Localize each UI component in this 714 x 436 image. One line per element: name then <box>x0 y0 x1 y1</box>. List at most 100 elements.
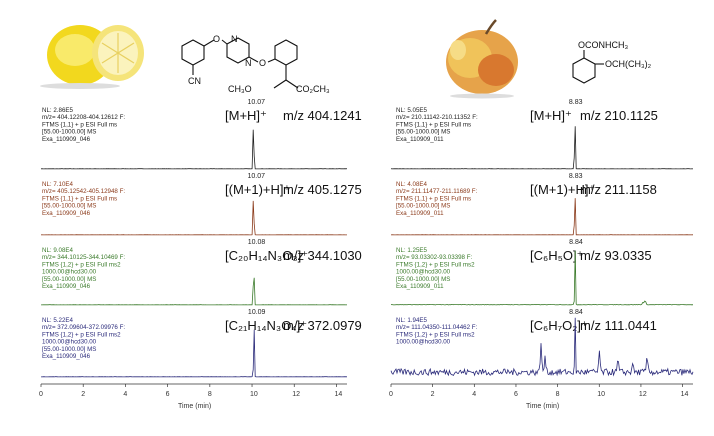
ion-label: [C₆H₇O₂]⁺ <box>530 318 588 333</box>
chromatogram-trace <box>41 277 348 306</box>
trace-info-line: m/z= 372.09604-372.09976 F: <box>42 324 125 331</box>
x-tick-label: 6 <box>514 391 518 398</box>
peak-rt-label: 10.07 <box>248 99 266 106</box>
trace-info-line: NL: 5.22E4 <box>42 317 74 324</box>
trace-info-line: FTMS {1,2} + p ESI Full ms2 <box>42 331 121 338</box>
trace-info-line: FTMS {1,1} + p ESI Full ms <box>42 195 117 202</box>
trace-info-line: [55.00-1000.00] MS <box>42 346 96 353</box>
svg-text:N: N <box>231 34 238 44</box>
x-tick-label: 12 <box>639 391 647 398</box>
svg-text:O: O <box>259 58 266 68</box>
trace-info-line: [55.00-1000.00] MS <box>396 203 450 210</box>
trace-info-line: m/z= 111.04350-111.04462 F: <box>396 324 478 331</box>
trace-info-line: [55.00-1000.00] MS <box>396 276 450 283</box>
x-tick-label: 4 <box>123 391 127 398</box>
chromatogram-trace <box>390 198 693 236</box>
peak-rt-label: 8.83 <box>569 173 583 180</box>
trace-info-line: NL: 4.08E4 <box>396 181 428 188</box>
x-tick-label: 10 <box>597 391 605 398</box>
trace-info-line: FTMS {1,2} + p ESI Full ms2 <box>42 261 121 268</box>
mz-label: m/z 211.1158 <box>580 182 657 197</box>
chromatogram-trace <box>390 126 694 170</box>
co2ch3-label: CO₂CH₃ <box>296 84 330 94</box>
trace-info-line: Exa_110909_011 <box>396 136 444 143</box>
trace-info-line: 1000.00@hcd30.00 <box>42 269 97 276</box>
mz-label: m/z 405.1275 <box>283 182 362 197</box>
svg-text:O: O <box>213 34 220 44</box>
ion-label: [M+H]⁺ <box>225 108 267 123</box>
x-tick-label: 14 <box>334 391 342 398</box>
trace-info-line: NL: 1.25E5 <box>396 247 428 254</box>
trace-info-line: FTMS {1,2} + p ESI Full ms2 <box>396 261 475 268</box>
trace-info-line: [55.00-1000.00] MS <box>42 129 96 136</box>
lemon-image <box>40 25 144 89</box>
x-tick-label: 4 <box>472 391 476 398</box>
propoxur-structure: OCONHCH₃ OCH(CH₃)₂ <box>572 40 652 84</box>
mz-label: m/z 111.0441 <box>580 318 657 333</box>
x-tick-label: 2 <box>81 391 85 398</box>
trace-info-line: Exa_110909_046 <box>42 136 91 143</box>
chromatogram-trace <box>40 200 347 236</box>
trace-info-line: m/z= 404.12208-404.12612 F: <box>42 114 125 121</box>
chromatogram-trace <box>41 329 347 378</box>
chromatogram-trace <box>40 129 348 170</box>
x-tick-label: 14 <box>681 391 689 398</box>
peak-rt-label: 8.84 <box>569 309 583 316</box>
trace-info-line: m/z= 210.11142-210.11352 F: <box>396 114 478 121</box>
mz-label: m/z 93.0335 <box>580 248 652 263</box>
cn-label: CN <box>188 76 201 86</box>
ion-label: [C₂₀H₁₄N₃O₃]⁺ <box>225 248 308 263</box>
och-label: OCH(CH₃)₂ <box>605 59 652 69</box>
trace-info-line: m/z= 405.12542-405.12948 F: <box>42 188 125 195</box>
trace-info-line: [55.00-1000.00] MS <box>396 129 450 136</box>
peak-rt-label: 10.08 <box>248 239 266 246</box>
trace-info-line: NL: 1.94E5 <box>396 317 428 324</box>
trace-info-line: [55.00-1000.00] MS <box>42 276 96 283</box>
trace-info-line: FTMS {1,1} + p ESI Full ms <box>396 195 471 202</box>
ion-label: [C₆H₅O]⁺ <box>530 248 583 263</box>
x-tick-label: 0 <box>39 391 43 398</box>
x-tick-label: 0 <box>389 391 393 398</box>
mz-label: m/z 210.1125 <box>580 108 658 123</box>
trace-info-line: FTMS {1,1} + p ESI Full ms <box>42 121 117 128</box>
ion-label: [(M+1)+H]⁺ <box>530 182 595 197</box>
trace-info-line: 1000.00@hcd30.00 <box>42 339 97 346</box>
apple-image <box>446 19 518 99</box>
peak-rt-label: 8.83 <box>569 99 583 106</box>
trace-info-line: m/z= 344.10125-344.10469 F: <box>42 254 125 261</box>
trace-info-line: m/z= 93.03302-93.03398 F: <box>396 254 472 261</box>
chromatogram-trace <box>390 250 694 306</box>
x-tick-label: 2 <box>431 391 435 398</box>
trace-info-line: NL: 2.86E5 <box>42 107 74 114</box>
x-tick-label: 6 <box>166 391 170 398</box>
trace-info-line: NL: 7.10E4 <box>42 181 74 188</box>
trace-info-line: [55.00-1000.00] MS <box>42 203 96 210</box>
x-tick-label: 8 <box>556 391 560 398</box>
oconhch3-label: OCONHCH₃ <box>578 40 628 50</box>
trace-info-line: FTMS {1,2} + p ESI Full ms2 <box>396 331 475 338</box>
ion-label: [C₂₁H₁₄N₃O₄]⁺ <box>225 318 307 333</box>
chromatogram-trace <box>390 317 694 377</box>
x-axis-title: Time (min) <box>526 403 559 410</box>
trace-info-line: 1000.00@hcd30.00 <box>396 339 451 346</box>
x-tick-label: 10 <box>250 391 258 398</box>
trace-info-line: 1000.00@hcd30.00 <box>396 269 451 276</box>
peak-rt-label: 8.84 <box>569 239 583 246</box>
trace-info-line: FTMS {1,1} + p ESI Full ms <box>396 121 471 128</box>
peak-rt-label: 10.07 <box>248 173 266 180</box>
trace-info-line: m/z= 211.11477-211.11689 F: <box>396 188 478 195</box>
trace-info-line: NL: 9.08E4 <box>42 247 74 254</box>
ion-label: [M+H]⁺ <box>530 108 572 123</box>
trace-info-line: Exa_110909_046 <box>42 353 91 360</box>
